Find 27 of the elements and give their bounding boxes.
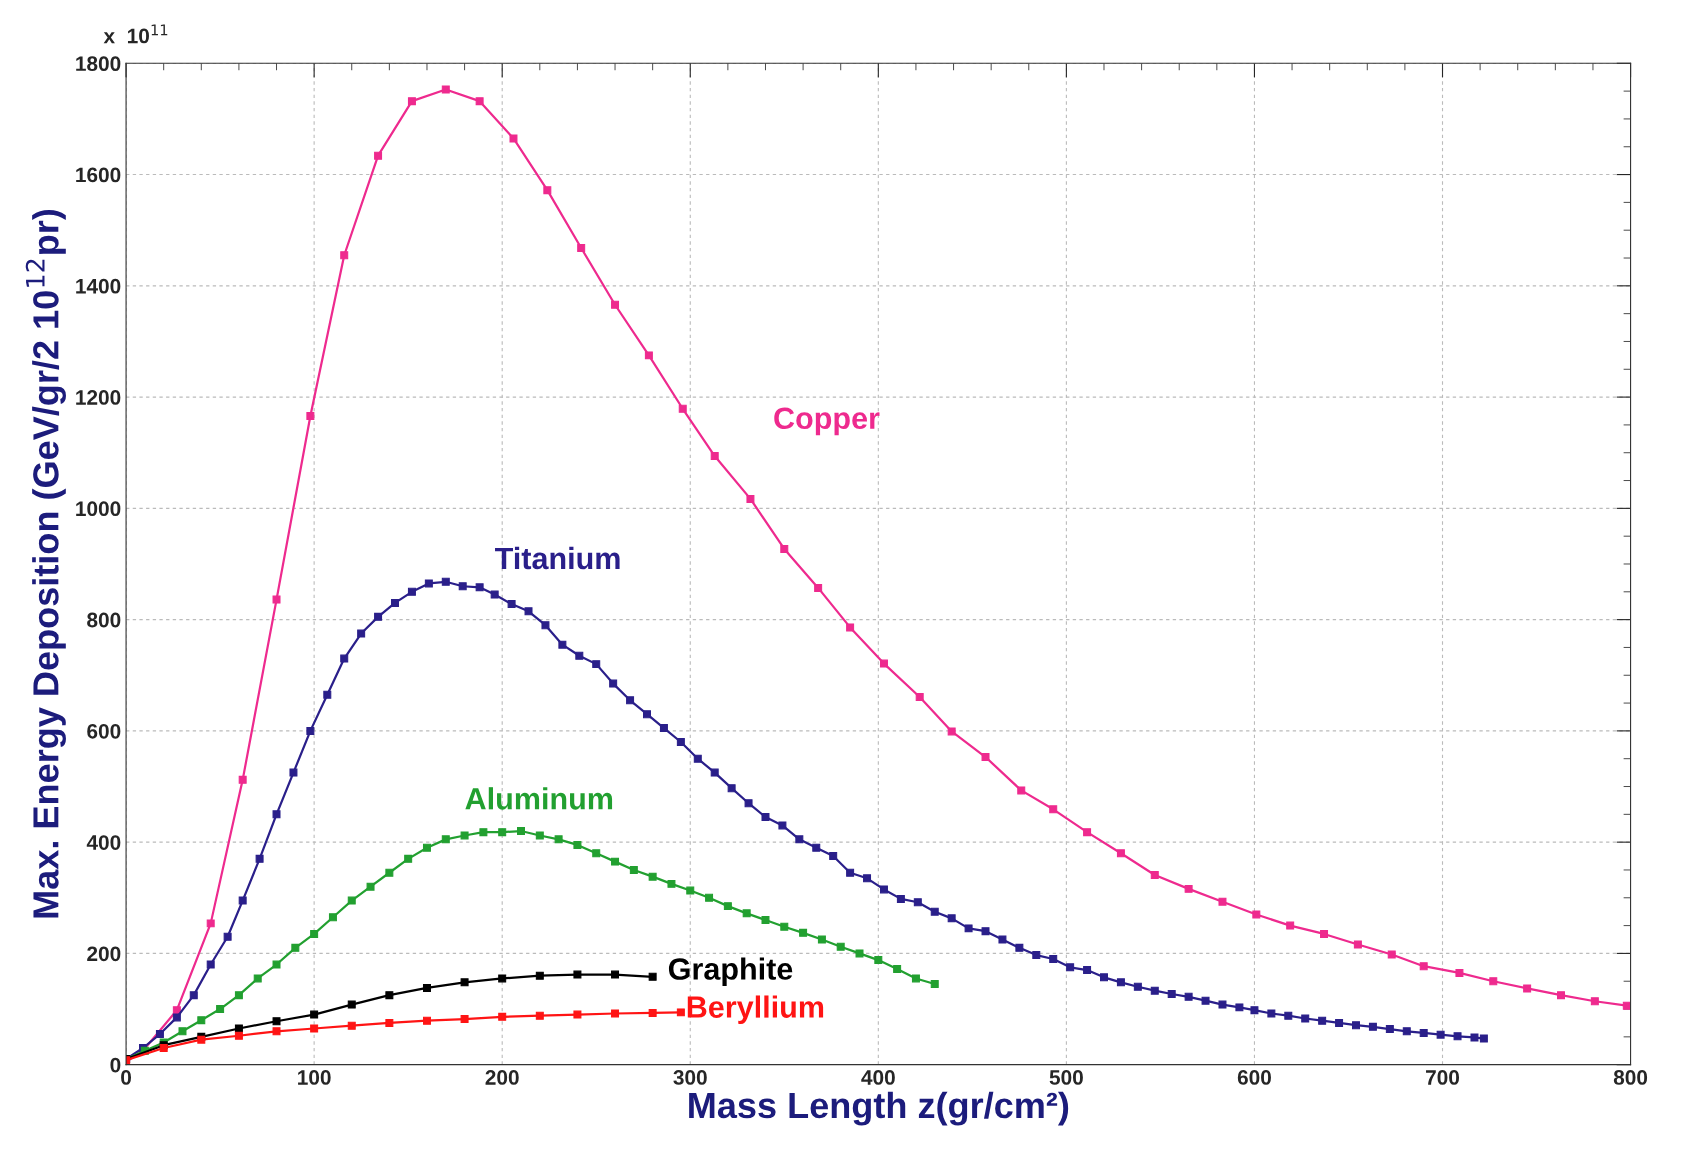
- x-tick-label: 100: [298, 1070, 331, 1085]
- x-tick-label: 300: [673, 1070, 707, 1085]
- series-label: Beryllium: [687, 995, 824, 1024]
- x-tick-label: 500: [1049, 1070, 1083, 1085]
- x-tick-label: 800: [1613, 1070, 1648, 1085]
- x-tick-label: 700: [1426, 1070, 1460, 1085]
- x-axis-title: Mass Length z(gr/cm²): [689, 1091, 1069, 1126]
- series-label: Titanium: [495, 546, 620, 570]
- y-tick-label: 1000: [76, 501, 121, 517]
- x-tick-label: 600: [1237, 1070, 1271, 1085]
- text: x 10$^{11}$: [103, 24, 168, 44]
- y-tick-label: 800: [87, 612, 121, 628]
- y-tick-label: 200: [87, 946, 121, 962]
- y-tick-label: 1400: [76, 278, 121, 294]
- series-label: Copper: [774, 407, 880, 436]
- x-tick-label: 200: [485, 1070, 519, 1085]
- y-tick-label: 1200: [76, 390, 121, 405]
- y-tick-label: 1600: [76, 167, 121, 183]
- series-label: Aluminum: [465, 787, 613, 810]
- y-tick-label: 400: [86, 835, 121, 850]
- series-label: Graphite: [668, 957, 793, 986]
- x-tick-label: 0: [121, 1070, 132, 1085]
- y-tick-label: 0: [110, 1057, 121, 1073]
- x-tick-label: 400: [861, 1070, 895, 1085]
- y-axis-title: Max. Energy Deposition (GeV/gr/2 10$^{12}$pr): [25, 209, 66, 918]
- y-tick-label: 1800: [76, 56, 121, 72]
- y-tick-label: 600: [87, 723, 121, 739]
